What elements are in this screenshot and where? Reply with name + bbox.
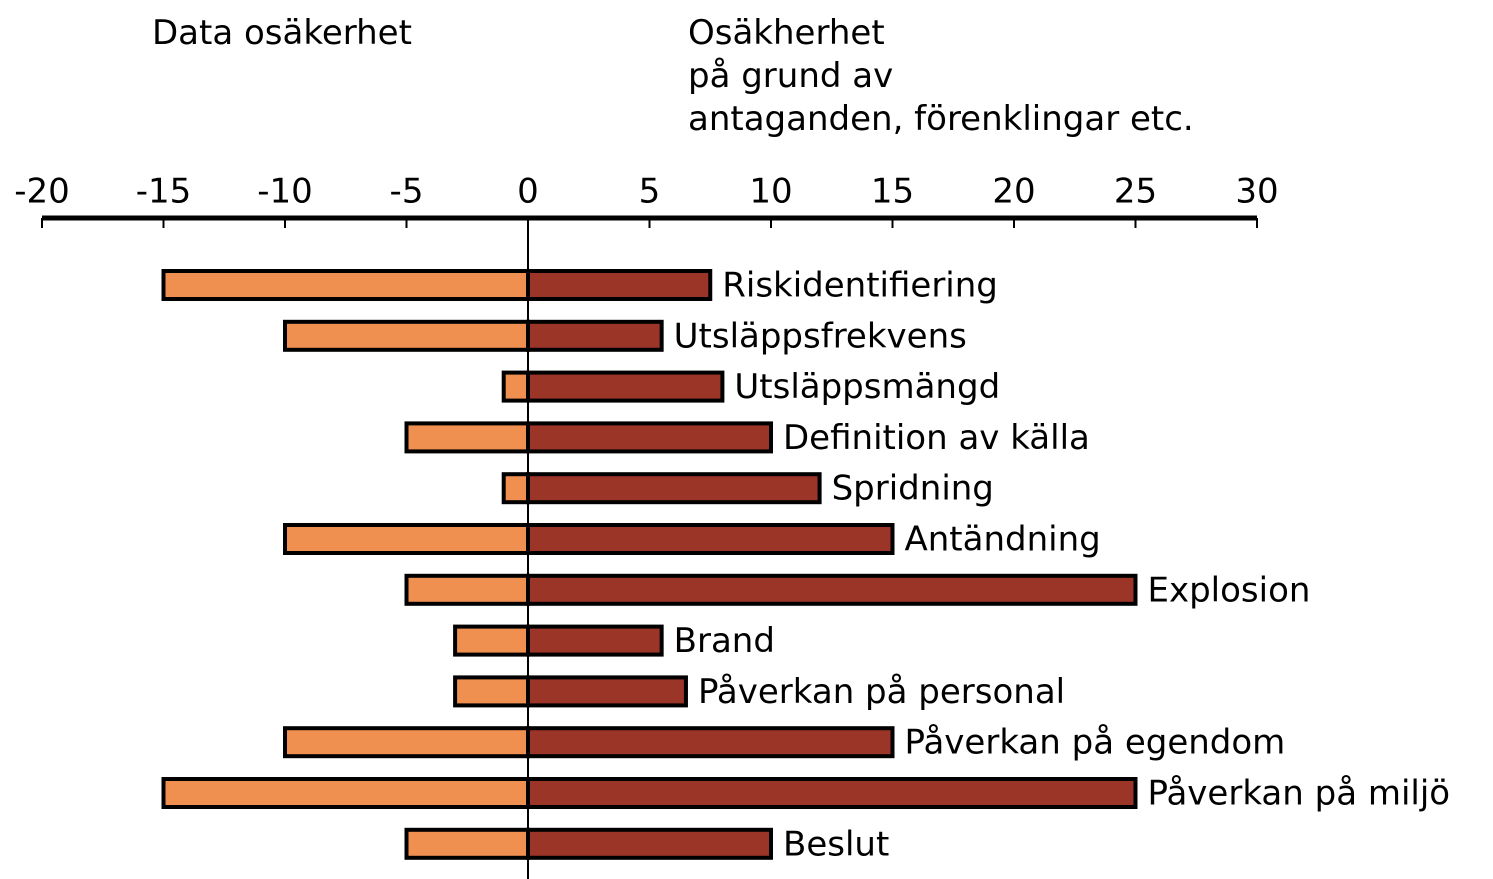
x-tick-label: 5 — [639, 172, 661, 212]
category-label: Brand — [674, 621, 775, 661]
x-tick-label: -20 — [14, 172, 70, 212]
bar — [526, 777, 1138, 809]
category-label: Antändning — [905, 520, 1101, 560]
x-tick-label: 10 — [749, 172, 792, 212]
bar — [526, 573, 1138, 606]
bar — [161, 777, 530, 809]
bar — [404, 421, 530, 454]
bar — [526, 523, 895, 555]
bar — [501, 370, 531, 403]
bar — [404, 573, 530, 606]
bar — [526, 827, 773, 860]
x-tick-label: 30 — [1235, 172, 1278, 212]
bar — [526, 421, 773, 454]
category-label: Utsläppsmängd — [734, 367, 1000, 407]
bar — [453, 675, 531, 708]
category-label: Påverkan på miljö — [1148, 774, 1451, 814]
category-label: Påverkan på personal — [698, 672, 1065, 712]
x-tick-label: 15 — [871, 172, 914, 212]
bar — [404, 827, 530, 860]
bar — [526, 269, 713, 301]
category-label: Definition av källa — [783, 418, 1090, 458]
x-tick-label: -5 — [390, 172, 424, 212]
bar — [526, 675, 688, 708]
legend-left: Data osäkerhet — [152, 13, 412, 53]
x-tick-label: 0 — [517, 172, 539, 212]
bar — [526, 370, 725, 403]
bar — [161, 269, 530, 301]
bar — [526, 319, 664, 352]
x-tick-label: 25 — [1114, 172, 1157, 212]
legend-right: Osäkherhet på grund av antaganden, fören… — [688, 13, 1194, 139]
category-label: Riskidentifiering — [722, 266, 998, 306]
bar — [501, 472, 531, 505]
bar — [526, 726, 895, 759]
x-tick-label: -15 — [136, 172, 192, 212]
category-label: Utsläppsfrekvens — [674, 316, 967, 356]
category-label: Explosion — [1148, 570, 1311, 610]
bar — [283, 726, 530, 759]
bar — [283, 319, 530, 352]
category-label: Påverkan på egendom — [905, 723, 1286, 763]
x-tick-label: 20 — [992, 172, 1035, 212]
bar — [453, 624, 531, 657]
x-tick-label: -10 — [257, 172, 313, 212]
category-label: Spridning — [832, 469, 994, 509]
bar — [283, 523, 530, 555]
category-label: Beslut — [783, 824, 889, 864]
bar — [526, 472, 822, 505]
bar — [526, 624, 664, 657]
